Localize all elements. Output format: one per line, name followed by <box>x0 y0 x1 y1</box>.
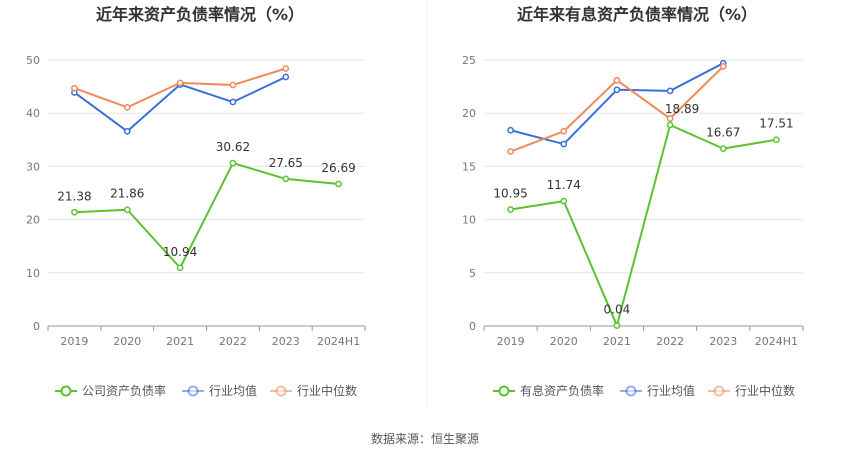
chart-debt-ratio: 近年来资产负债率情况（%） 0 10 20 30 40 50 2019 2020 2021 2022… <box>26 5 366 398</box>
x-tick-label: 2024H1 <box>755 335 798 348</box>
data-label: 17.51 <box>759 117 793 131</box>
y-tick-label: 15 <box>462 160 476 173</box>
legend-label: 行业中位数 <box>735 383 795 398</box>
data-point[interactable] <box>282 73 290 81</box>
legend-label: 公司资产负债率 <box>82 383 166 398</box>
series-line <box>510 124 777 327</box>
series-line <box>74 162 339 269</box>
legend-item[interactable]: 行业中位数 <box>708 383 795 398</box>
x-tick-label: 2023 <box>709 335 737 348</box>
chart-interest-debt-ratio: 近年来有息资产负债率情况（%） 0 5 10 15 20 25 2019 2020 2021 202… <box>462 5 804 398</box>
y-tick-label: 50 <box>26 54 40 67</box>
y-tick-label: 10 <box>462 214 476 227</box>
data-label: 10.95 <box>493 186 527 200</box>
legend-item[interactable]: 公司资产负债率 <box>55 383 166 398</box>
x-tick-label: 2019 <box>497 335 525 348</box>
x-tick-label: 2019 <box>60 335 88 348</box>
data-point[interactable] <box>560 127 568 135</box>
data-point[interactable] <box>229 98 237 106</box>
chart-title: 近年来资产负债率情况（%） <box>96 5 304 24</box>
legend-item[interactable]: 行业中位数 <box>270 383 357 398</box>
data-label: 30.62 <box>216 140 250 154</box>
y-tick-label: 30 <box>26 160 40 173</box>
data-point[interactable] <box>282 175 290 183</box>
data-label: 26.69 <box>321 161 355 175</box>
data-point[interactable] <box>507 206 514 213</box>
data-point[interactable] <box>123 127 131 135</box>
legend-marker <box>625 385 637 397</box>
legend-marker <box>187 385 199 397</box>
y-tick-label: 5 <box>469 267 476 280</box>
legend-item[interactable]: 有息资产负债率 <box>493 383 604 398</box>
legend-marker <box>713 385 725 397</box>
data-label: 0.04 <box>604 303 631 317</box>
x-tick-label: 2020 <box>550 335 578 348</box>
x-tick-label: 2020 <box>113 335 141 348</box>
data-label: 10.94 <box>163 245 197 259</box>
x-tick-label: 2022 <box>656 335 684 348</box>
data-label: 21.86 <box>110 187 144 201</box>
legend-marker <box>275 385 287 397</box>
data-point[interactable] <box>560 197 568 205</box>
data-point[interactable] <box>176 264 184 272</box>
x-tick-label: 2023 <box>272 335 300 348</box>
data-point[interactable] <box>666 115 674 122</box>
data-point[interactable] <box>123 103 131 111</box>
data-point[interactable] <box>229 159 237 167</box>
y-tick-label: 0 <box>33 320 40 333</box>
data-label: 16.67 <box>706 126 740 140</box>
data-point[interactable] <box>666 121 674 129</box>
data-point[interactable] <box>176 79 184 87</box>
y-tick-label: 20 <box>26 214 40 227</box>
y-tick-label: 25 <box>462 54 476 67</box>
data-point[interactable] <box>123 206 131 214</box>
data-point[interactable] <box>71 208 78 216</box>
data-point[interactable] <box>71 84 78 92</box>
y-tick-label: 20 <box>462 107 476 120</box>
data-point[interactable] <box>719 63 727 70</box>
legend-label: 有息资产负债率 <box>520 383 604 398</box>
y-tick-label: 0 <box>469 320 476 333</box>
legend-label: 行业中位数 <box>297 383 357 398</box>
data-point[interactable] <box>507 126 514 134</box>
y-tick-label: 40 <box>26 107 40 120</box>
legend-label: 行业均值 <box>209 383 257 398</box>
data-point[interactable] <box>282 65 290 72</box>
y-tick-label: 10 <box>26 267 40 280</box>
data-point[interactable] <box>229 81 237 89</box>
legend-item[interactable]: 行业均值 <box>182 383 257 398</box>
data-label: 27.65 <box>269 156 303 170</box>
legend-item[interactable]: 行业均值 <box>620 383 695 398</box>
data-point[interactable] <box>773 136 780 144</box>
source-note: 数据来源：恒生聚源 <box>371 431 479 446</box>
data-point[interactable] <box>613 76 621 84</box>
data-label: 11.74 <box>547 178 581 192</box>
x-tick-label: 2021 <box>166 335 194 348</box>
data-point[interactable] <box>666 87 674 95</box>
x-tick-label: 2022 <box>219 335 247 348</box>
data-point[interactable] <box>613 86 621 94</box>
series-line <box>74 67 287 109</box>
chart-title: 近年来有息资产负债率情况（%） <box>517 5 757 24</box>
data-point[interactable] <box>335 180 342 188</box>
data-point[interactable] <box>613 322 621 329</box>
legend-marker <box>60 385 72 397</box>
data-point[interactable] <box>560 140 568 148</box>
data-point[interactable] <box>719 145 727 152</box>
x-tick-label: 2024H1 <box>317 335 360 348</box>
x-tick-label: 2021 <box>603 335 631 348</box>
legend-marker <box>498 385 510 397</box>
data-label: 21.38 <box>57 189 91 203</box>
data-point[interactable] <box>507 148 514 155</box>
legend-label: 行业均值 <box>647 383 695 398</box>
data-label: 18.89 <box>665 102 699 116</box>
